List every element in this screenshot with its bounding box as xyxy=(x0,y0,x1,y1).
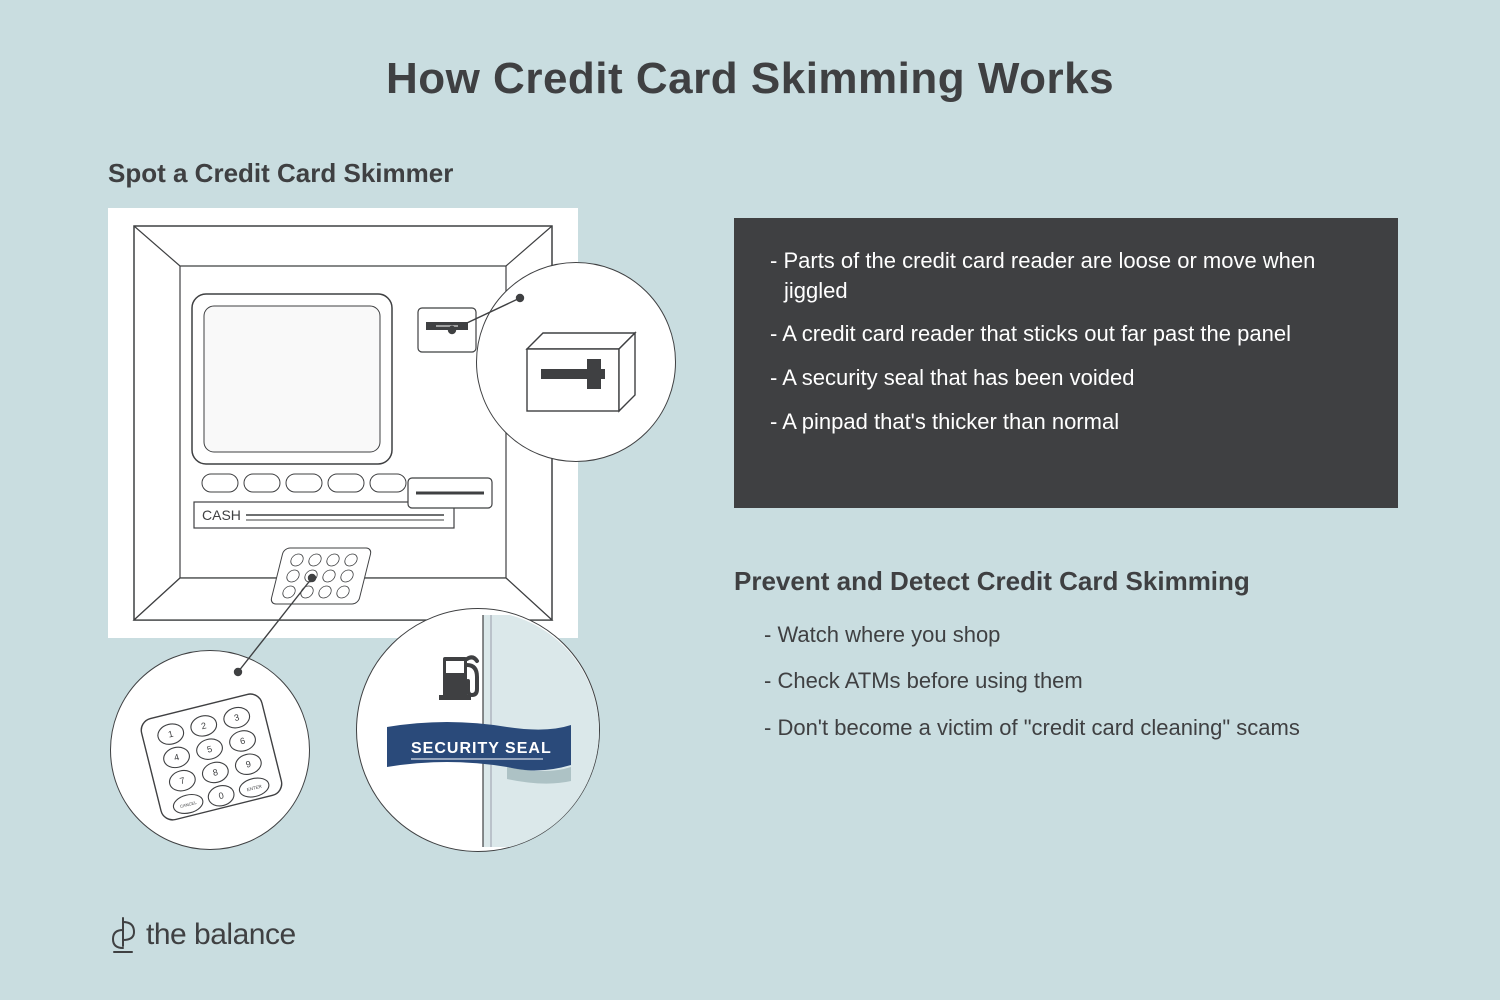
warning-item: A credit card reader that sticks out far… xyxy=(770,319,1368,349)
security-seal-label: SECURITY SEAL xyxy=(411,740,552,757)
prevent-section-title: Prevent and Detect Credit Card Skimming xyxy=(734,566,1250,597)
prevent-item: Watch where you shop xyxy=(764,620,1300,650)
warning-signs-box: Parts of the credit card reader are loos… xyxy=(734,218,1398,508)
brand-name: the balance xyxy=(146,918,296,952)
callout-pinpad: 123 456 789 CANCEL0ENTER xyxy=(110,650,310,850)
brand-logo: the balance xyxy=(108,916,296,954)
atm-cash-label: CASH xyxy=(202,507,241,523)
section-subtitle: Spot a Credit Card Skimmer xyxy=(108,158,453,189)
callout-security-seal: SECURITY SEAL xyxy=(356,608,600,852)
warning-signs-list: Parts of the credit card reader are loos… xyxy=(770,246,1368,436)
warning-item: Parts of the credit card reader are loos… xyxy=(770,246,1368,305)
prevent-item: Check ATMs before using them xyxy=(764,666,1300,696)
prevent-list: Watch where you shop Check ATMs before u… xyxy=(764,620,1300,759)
callout-card-reader xyxy=(476,262,676,462)
balance-icon xyxy=(108,916,138,954)
prevent-item: Don't become a victim of "credit card cl… xyxy=(764,713,1300,743)
warning-item: A pinpad that's thicker than normal xyxy=(770,407,1368,437)
page-title: How Credit Card Skimming Works xyxy=(0,0,1500,104)
warning-item: A security seal that has been voided xyxy=(770,363,1368,393)
